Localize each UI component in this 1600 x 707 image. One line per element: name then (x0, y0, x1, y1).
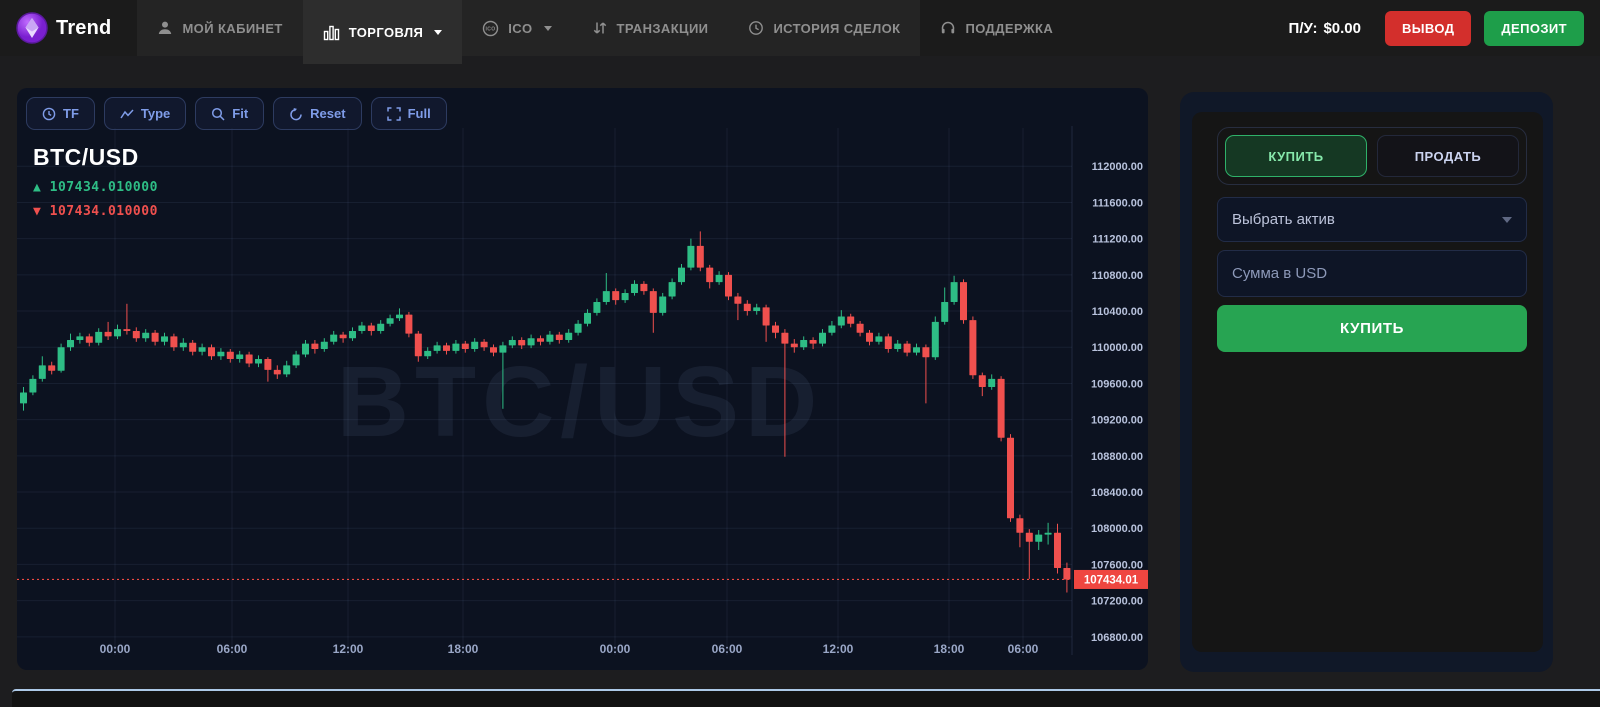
line-type-icon (120, 108, 134, 118)
svg-text:106800.00: 106800.00 (1091, 632, 1143, 644)
svg-text:109200.00: 109200.00 (1091, 415, 1143, 427)
svg-text:12:00: 12:00 (823, 642, 854, 656)
svg-text:110400.00: 110400.00 (1092, 306, 1143, 318)
nav-item-label: ПОДДЕРЖКА (965, 20, 1054, 36)
chart-toolbar: TF Type Fit Reset Full (26, 97, 447, 130)
user-icon (157, 20, 173, 36)
reset-arrow-icon (290, 107, 302, 120)
price-chart[interactable]: 112000.00 111600.00 111200.00 110800.00 1104… (17, 88, 1148, 670)
nav-item-label: ИСТОРИЯ СДЕЛОК (773, 20, 901, 36)
chevron-down-icon (434, 29, 443, 35)
svg-text:107434.01: 107434.01 (1084, 574, 1139, 586)
svg-text:107200.00: 107200.00 (1091, 596, 1143, 608)
main-content: TF Type Fit Reset Full BTC/USD ▲ 1074 (0, 88, 1600, 672)
svg-text:112000.00: 112000.00 (1092, 161, 1143, 173)
chevron-down-icon (543, 25, 552, 31)
fullscreen-button[interactable]: Full (370, 97, 447, 130)
tab-sell[interactable]: ПРОДАТЬ (1377, 135, 1519, 177)
fullscreen-icon (386, 106, 401, 121)
nav-item-cabinet[interactable]: МОЙ КАБИНЕТ (137, 0, 303, 56)
deposit-button[interactable]: ДЕПОЗИТ (1484, 10, 1584, 46)
nav-item-label: МОЙ КАБИНЕТ (182, 20, 283, 36)
order-side-tabs: КУПИТЬ ПРОДАТЬ (1217, 127, 1527, 185)
svg-text:107600.00: 107600.00 (1091, 559, 1143, 571)
clock-icon (42, 107, 56, 120)
headset-icon (940, 20, 956, 36)
tab-buy[interactable]: КУПИТЬ (1225, 135, 1367, 177)
svg-text:108800.00: 108800.00 (1091, 451, 1143, 463)
chart-panel: TF Type Fit Reset Full BTC/USD ▲ 1074 (17, 88, 1148, 670)
nav-item-label: ICO (508, 20, 533, 36)
svg-text:06:00: 06:00 (217, 642, 248, 656)
svg-text:00:00: 00:00 (100, 642, 131, 656)
withdraw-button[interactable]: ВЫВОД (1384, 10, 1472, 46)
asset-select[interactable]: Выбрать актив (1217, 197, 1527, 242)
trade-panel: КУПИТЬ ПРОДАТЬ Выбрать актив КУПИТЬ (1180, 92, 1553, 672)
svg-text:12:00: 12:00 (333, 642, 364, 656)
svg-text:BTC/USD: BTC/USD (337, 346, 823, 458)
nav-item-transactions[interactable]: ТРАНЗАКЦИИ (572, 0, 729, 56)
zoom-fit-button[interactable]: Fit (195, 97, 265, 130)
brand-name: Trend (56, 16, 112, 39)
history-clock-icon (748, 20, 764, 36)
nav-group: ICO ICO ТРАНЗАКЦИИ ИСТОРИЯ СДЕЛОК (462, 0, 921, 56)
top-nav: Trend МОЙ КАБИНЕТ ТОРГОВЛЯ ICO ICO ТР (0, 0, 1600, 64)
svg-text:108000.00: 108000.00 (1091, 523, 1143, 535)
profit-loss-value: $0.00 (1323, 19, 1361, 37)
profit-loss-indicator: П/У: $0.00 (1289, 0, 1361, 56)
svg-text:18:00: 18:00 (934, 642, 965, 656)
nav-item-trading[interactable]: ТОРГОВЛЯ (302, 0, 463, 64)
svg-text:111200.00: 111200.00 (1092, 234, 1143, 246)
select-caret-icon (1502, 216, 1512, 223)
nav-item-history[interactable]: ИСТОРИЯ СДЕЛОК (728, 0, 920, 56)
reset-button[interactable]: Reset (273, 97, 362, 130)
brand-logo-icon (16, 12, 48, 44)
svg-text:109600.00: 109600.00 (1091, 378, 1143, 390)
nav-item-support[interactable]: ПОДДЕРЖКА (920, 0, 1073, 56)
chart-type-button[interactable]: Type (103, 97, 187, 130)
svg-text:06:00: 06:00 (712, 642, 743, 656)
transfer-arrows-icon (592, 20, 608, 36)
bottom-section-edge (12, 689, 1600, 707)
magnifier-icon (212, 107, 225, 121)
timeframe-button[interactable]: TF (26, 97, 95, 130)
svg-text:111600.00: 111600.00 (1092, 197, 1143, 209)
chart-bars-icon (323, 24, 340, 41)
nav-item-ico[interactable]: ICO ICO (462, 0, 571, 56)
nav-item-label: ТРАНЗАКЦИИ (616, 20, 709, 36)
svg-text:108400.00: 108400.00 (1091, 487, 1143, 499)
ico-icon: ICO (482, 20, 499, 37)
svg-text:110000.00: 110000.00 (1092, 342, 1143, 354)
svg-text:06:00: 06:00 (1008, 642, 1039, 656)
svg-text:110800.00: 110800.00 (1092, 270, 1143, 282)
svg-text:18:00: 18:00 (448, 642, 479, 656)
submit-buy-button[interactable]: КУПИТЬ (1217, 305, 1527, 352)
svg-text:00:00: 00:00 (600, 642, 631, 656)
nav-item-label: ТОРГОВЛЯ (348, 24, 424, 40)
amount-input[interactable] (1217, 250, 1527, 297)
order-form: КУПИТЬ ПРОДАТЬ Выбрать актив КУПИТЬ (1192, 112, 1543, 652)
asset-select-value: Выбрать актив (1232, 211, 1335, 228)
profit-loss-label: П/У: (1288, 19, 1318, 37)
brand[interactable]: Trend (0, 0, 137, 56)
svg-text:ICO: ICO (486, 26, 496, 32)
